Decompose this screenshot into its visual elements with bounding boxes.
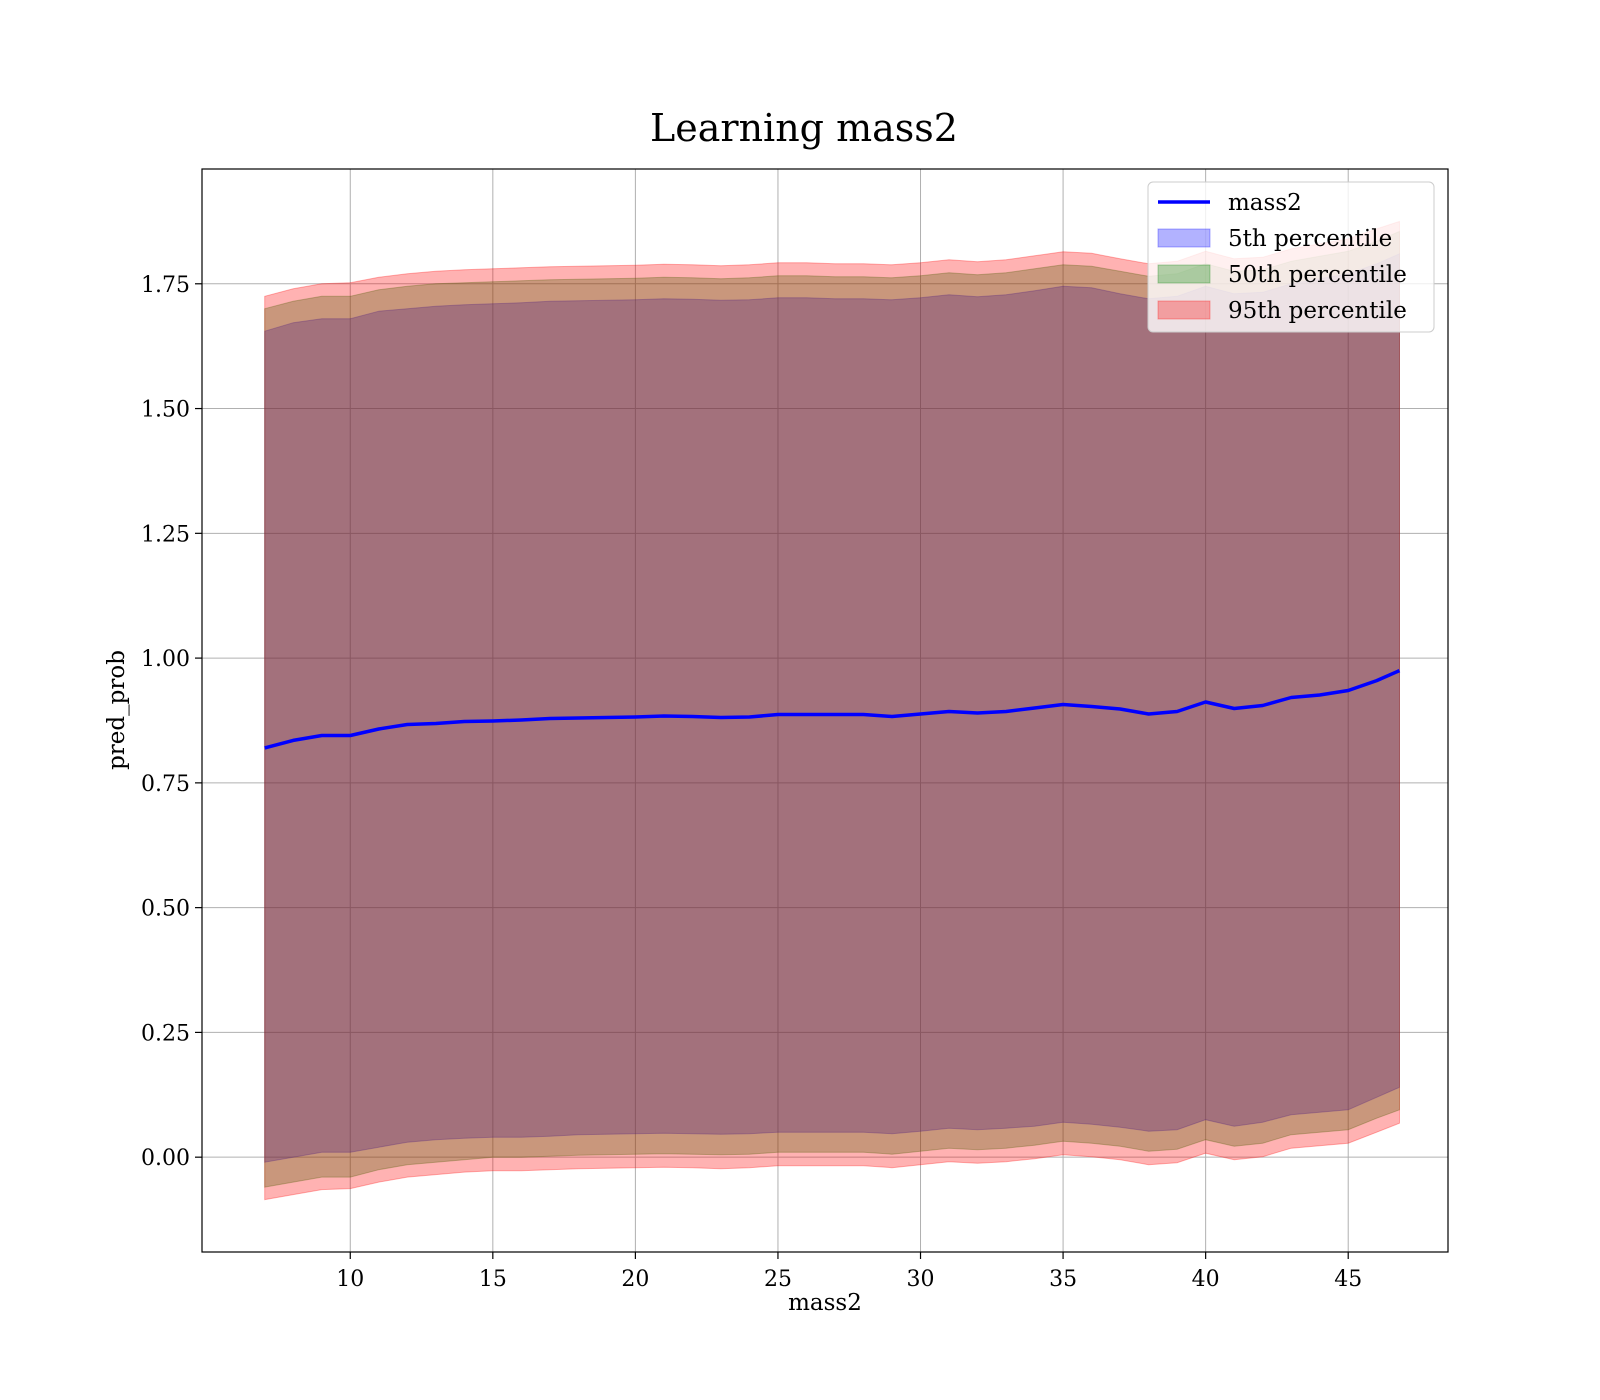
legend-swatch-2 [1157, 264, 1211, 284]
plot-frame [201, 168, 1449, 1253]
y-tick-label-6: 1.50 [141, 398, 190, 423]
y-axis: 0.00 0.25 0.50 0.75 1.00 1.25 1.50 1.75 [141, 273, 202, 1171]
series-lines [264, 668, 1401, 750]
legend-label-0: mass2 [1228, 190, 1302, 216]
x-tick-label-5: 35 [1049, 1267, 1077, 1292]
band-1 [264, 253, 1400, 1163]
x-tick-label-7: 45 [1334, 1267, 1362, 1292]
y-tick-label-2: 0.50 [141, 897, 190, 922]
y-axis-title: pred_prob [104, 650, 130, 770]
x-tick-label-3: 25 [764, 1267, 792, 1292]
x-tick-label-2: 20 [621, 1267, 649, 1292]
y-tick-label-0: 0.00 [141, 1146, 190, 1171]
legend: mass2 5th percentile 50th percentile 95th p… [1147, 181, 1435, 333]
chart-title: Learning mass2 [650, 106, 958, 150]
legend-label-3: 95th percentile [1228, 298, 1407, 324]
percentile-bands [264, 220, 1400, 1201]
legend-swatch-1 [1157, 228, 1211, 248]
legend-box [1147, 181, 1435, 333]
x-axis: 10 15 20 25 30 35 40 45 [336, 1252, 1362, 1292]
y-tick-label-4: 1.00 [141, 647, 190, 672]
x-tick-label-1: 15 [479, 1267, 507, 1292]
legend-label-1: 5th percentile [1228, 226, 1392, 252]
series-line-0 [264, 668, 1401, 750]
y-tick-label-1: 0.25 [141, 1021, 190, 1046]
grid [202, 169, 1448, 1252]
x-tick-label-4: 30 [907, 1267, 935, 1292]
band-3 [264, 220, 1400, 1201]
legend-label-2: 50th percentile [1228, 262, 1407, 288]
x-tick-label-6: 40 [1192, 1267, 1220, 1292]
legend-swatch-3 [1157, 300, 1211, 320]
x-tick-label-0: 10 [336, 1267, 364, 1292]
x-axis-title: mass2 [788, 1290, 862, 1316]
y-tick-label-7: 1.75 [141, 273, 190, 298]
y-tick-label-5: 1.25 [141, 522, 190, 547]
y-tick-label-3: 0.75 [141, 772, 190, 797]
band-2 [264, 230, 1400, 1188]
